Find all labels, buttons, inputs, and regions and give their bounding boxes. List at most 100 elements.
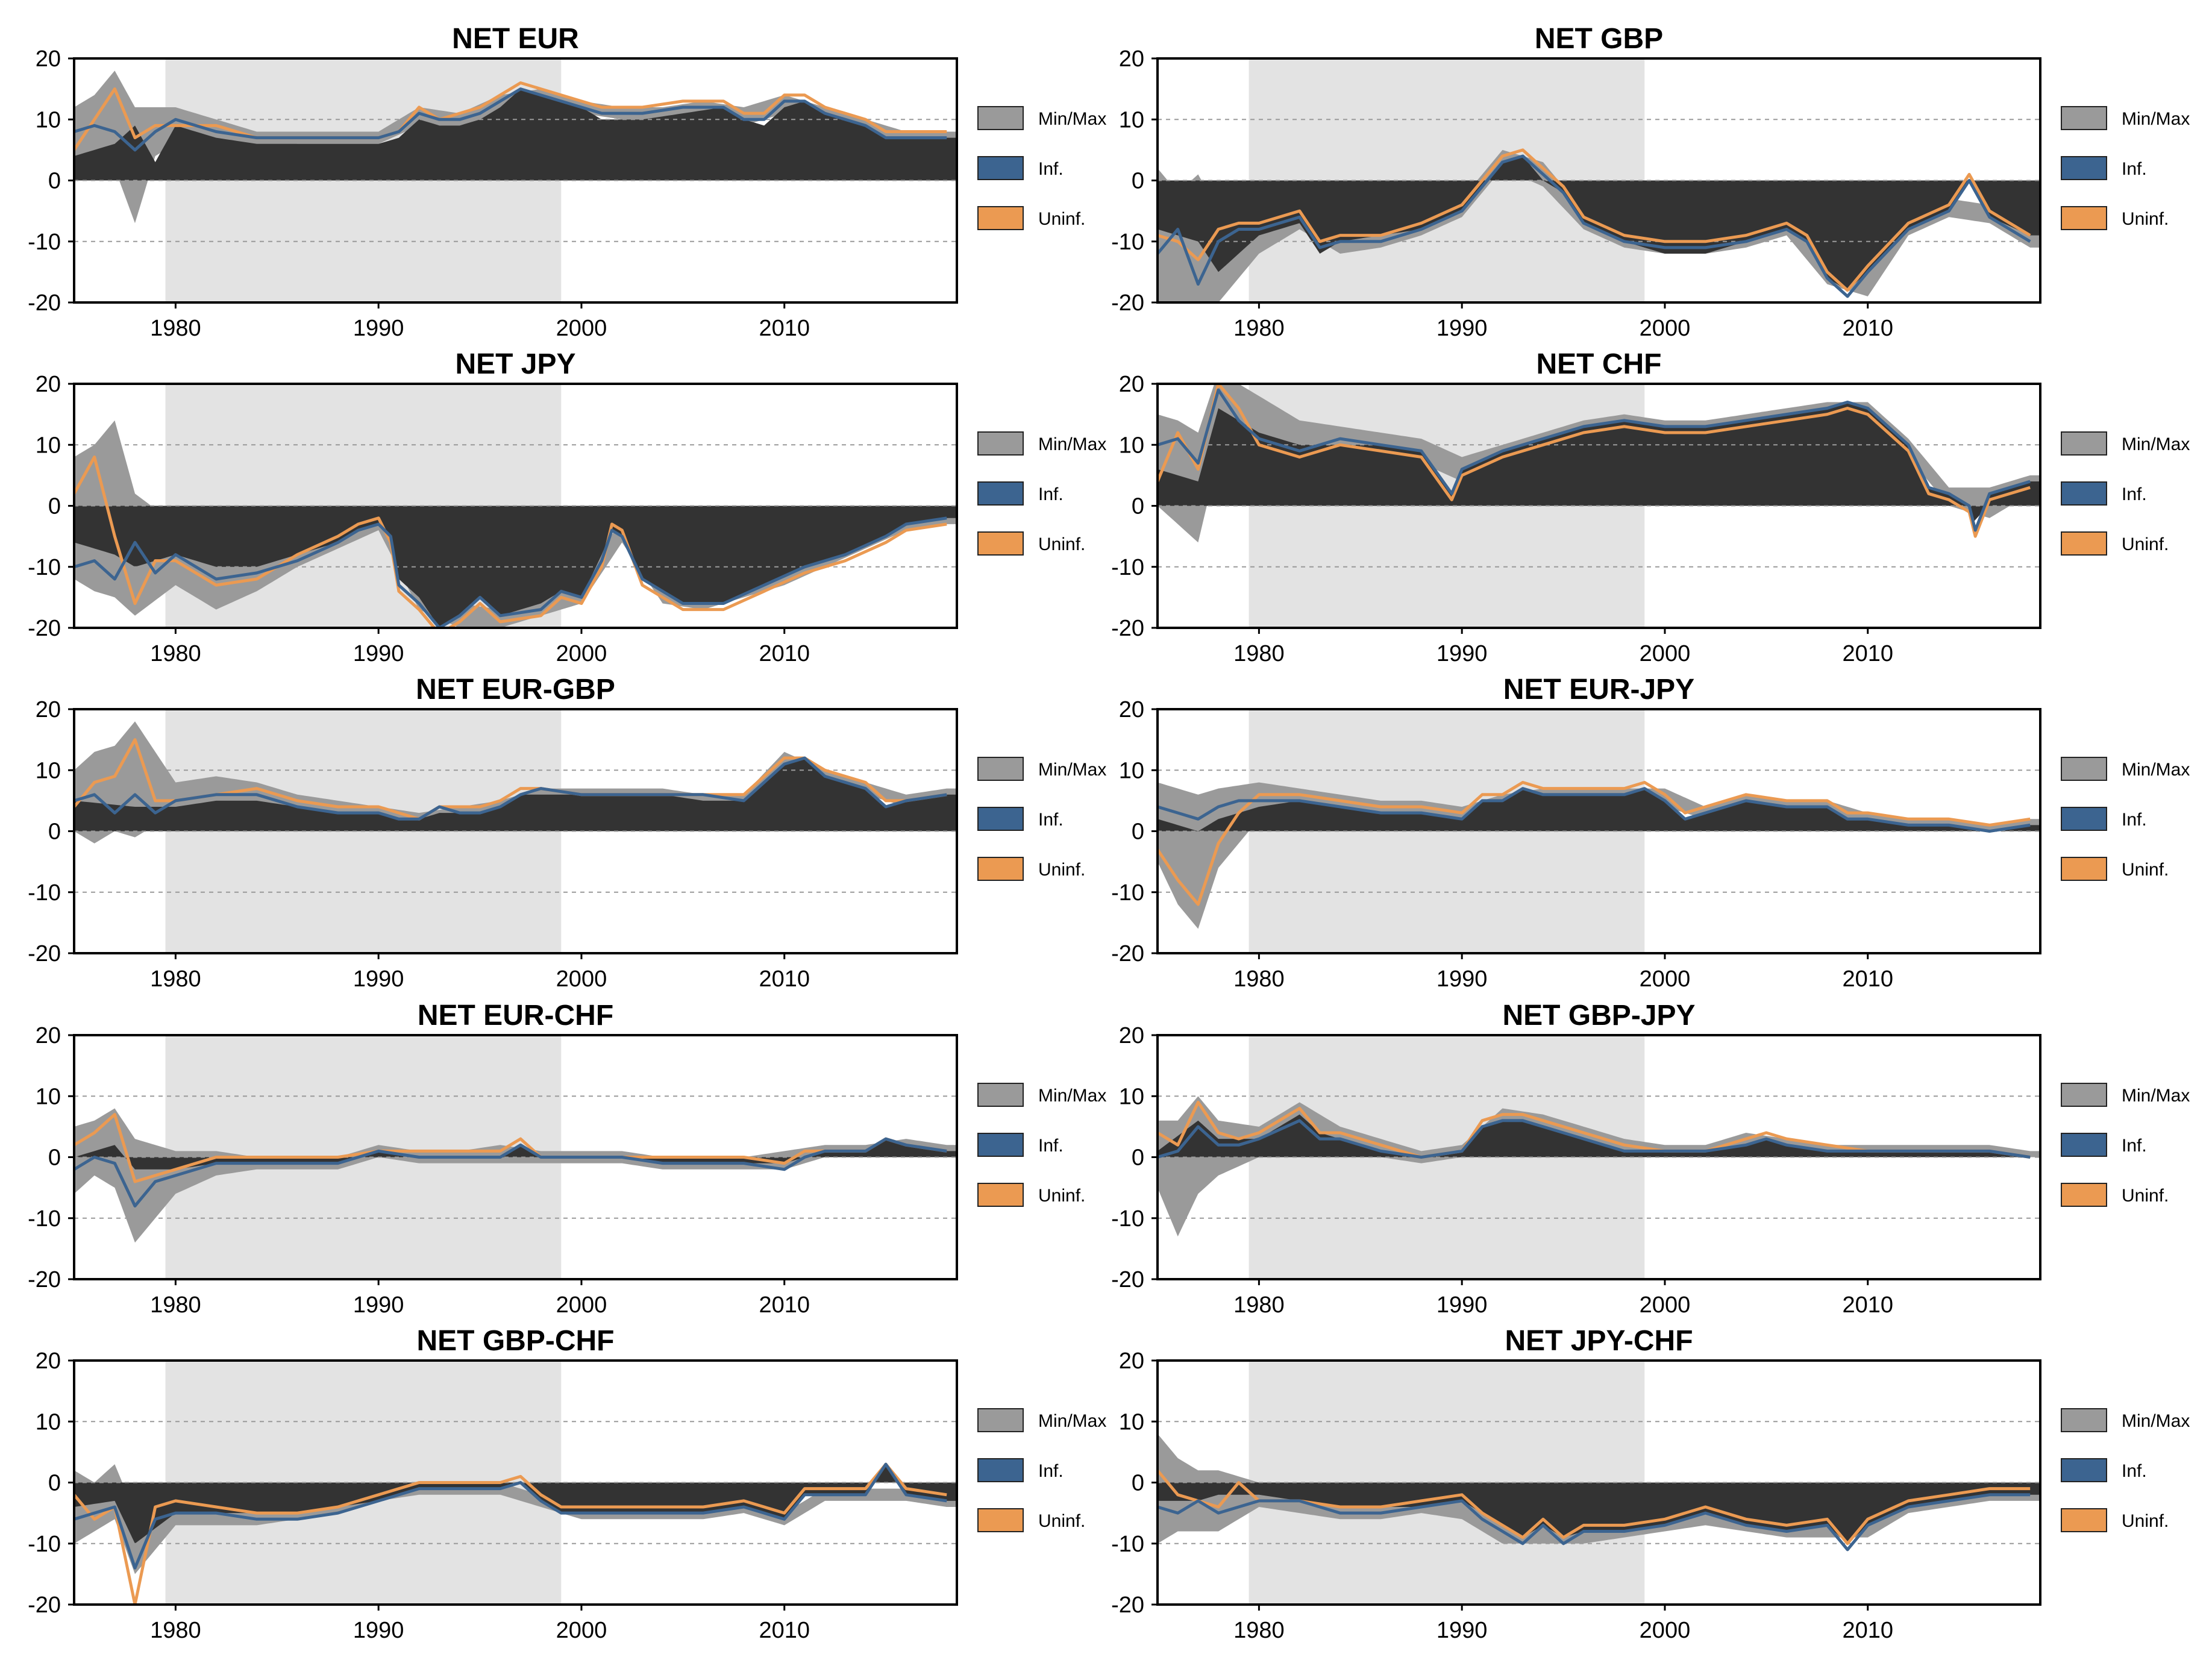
chf-legend-key-minmax — [2061, 431, 2107, 456]
eurgbp-legend-key-minmax — [977, 757, 1024, 781]
gbpjpy-inf-line — [1158, 1119, 2031, 1159]
eurgbp-ytick-label: 10 — [36, 758, 61, 783]
chf-xtick-label: 2010 — [1842, 641, 1893, 666]
gbp-legend-label: Min/Max — [2122, 109, 2190, 129]
chf-ytick-label: -10 — [1111, 555, 1144, 580]
gbpjpy-legend-key-uninf — [2061, 1183, 2107, 1207]
eurchf-xtick-label: 1990 — [353, 1292, 404, 1318]
gbpchf-xtick-label: 1990 — [353, 1618, 404, 1643]
gbpchf-legend-label: Uninf. — [1038, 1511, 1085, 1531]
eur-xtick-label: 1990 — [353, 316, 404, 341]
eurjpy-legend-label: Min/Max — [2122, 760, 2190, 780]
jpychf-xtick-label: 2000 — [1640, 1618, 1691, 1643]
jpy-legend-key-uninf — [977, 531, 1024, 556]
chf-plot-area — [1158, 384, 2040, 628]
eurjpy-legend-label: Uninf. — [2122, 860, 2169, 880]
eur-ytick-label: 10 — [36, 107, 61, 133]
gbpjpy-net-area — [1158, 1114, 2040, 1157]
gbpjpy-xtick-label: 1990 — [1437, 1292, 1488, 1318]
gbpjpy-title: NET GBP-JPY — [1502, 1000, 1695, 1032]
chf-ytick-label: 0 — [1132, 494, 1144, 519]
eurchf-ytick-label: -20 — [28, 1267, 61, 1292]
eurchf-plot-area — [74, 1035, 957, 1279]
jpychf-plot-area — [1158, 1361, 2040, 1605]
eur-ytick-label: 0 — [48, 169, 61, 194]
jpy-uninf-line — [74, 456, 947, 628]
jpychf-ytick-label: -20 — [1111, 1593, 1144, 1618]
chf-legend-label: Min/Max — [2122, 434, 2190, 454]
eurgbp-legend-label: Min/Max — [1038, 760, 1106, 780]
gbp-ytick-label: 10 — [1119, 107, 1144, 133]
gbpjpy-ytick-label: 0 — [1132, 1145, 1144, 1171]
jpy-ytick-label: -10 — [28, 555, 61, 580]
eurchf-legend-key-inf — [977, 1133, 1024, 1157]
gbpjpy-plot-area — [1158, 1035, 2040, 1279]
jpychf-legend-label: Inf. — [2122, 1461, 2147, 1481]
eurjpy-ytick-label: -20 — [1111, 941, 1144, 966]
jpy-legend-key-minmax — [977, 431, 1024, 456]
jpychf-legend-key-minmax — [2061, 1408, 2107, 1432]
jpychf-legend-key-uninf — [2061, 1508, 2107, 1532]
eurchf-legend-label: Min/Max — [1038, 1086, 1106, 1106]
gbpchf-legend-key-uninf — [977, 1508, 1024, 1532]
gbpjpy-legend-label: Min/Max — [2122, 1086, 2190, 1106]
jpychf-legend-label: Min/Max — [2122, 1411, 2190, 1431]
jpychf-xtick-label: 1990 — [1437, 1618, 1488, 1643]
eurgbp-legend-label: Uninf. — [1038, 860, 1085, 880]
gbpjpy-xtick-label: 2010 — [1842, 1292, 1893, 1318]
eurchf-legend-key-minmax — [977, 1083, 1024, 1107]
gbp-xtick-label: 2010 — [1842, 316, 1893, 341]
gbp-ytick-label: 0 — [1132, 169, 1144, 194]
jpy-ytick-label: -20 — [28, 616, 61, 641]
gbp-legend-label: Uninf. — [2122, 209, 2169, 229]
gbpchf-plot-area — [74, 1361, 957, 1605]
eur-legend-key-uninf — [977, 206, 1024, 230]
jpychf-xtick-label: 1980 — [1233, 1618, 1285, 1643]
eur-legend-label: Inf. — [1038, 159, 1064, 179]
gbp-xtick-label: 2000 — [1640, 316, 1691, 341]
jpy-plot-area — [74, 384, 957, 628]
jpychf-ytick-label: 20 — [1119, 1348, 1144, 1374]
eurchf-xtick-label: 2010 — [759, 1292, 810, 1318]
eurchf-ytick-label: 10 — [36, 1084, 61, 1109]
chf-ytick-label: 20 — [1119, 372, 1144, 397]
eurgbp-inf-line — [74, 756, 947, 821]
gbp-plot-area — [1158, 58, 2040, 302]
eurchf-title: NET EUR-CHF — [418, 1000, 613, 1032]
gbpjpy-legend-label: Inf. — [2122, 1136, 2147, 1156]
eurjpy-legend-key-uninf — [2061, 857, 2107, 881]
eurgbp-xtick-label: 1990 — [353, 966, 404, 992]
jpychf-net-area — [1158, 1482, 2040, 1544]
gbp-xtick-label: 1980 — [1233, 316, 1285, 341]
eurgbp-ytick-label: -10 — [28, 880, 61, 906]
eurjpy-title: NET EUR-JPY — [1503, 674, 1694, 706]
eur-plot-area — [74, 58, 957, 302]
eurgbp-xtick-label: 2000 — [556, 966, 607, 992]
jpy-ytick-label: 20 — [36, 372, 61, 397]
eurjpy-xtick-label: 1990 — [1437, 966, 1488, 992]
eur-net-area — [74, 89, 957, 181]
eurchf-ytick-label: 20 — [36, 1023, 61, 1048]
gbpjpy-legend-key-minmax — [2061, 1083, 2107, 1107]
chf-uninf-line — [1158, 384, 2031, 538]
eurchf-legend-label: Uninf. — [1038, 1186, 1085, 1206]
eur-legend-key-minmax — [977, 106, 1024, 130]
chf-xtick-label: 1980 — [1233, 641, 1285, 666]
eurjpy-ytick-label: 10 — [1119, 758, 1144, 783]
gbpchf-ytick-label: -20 — [28, 1593, 61, 1618]
eurjpy-xtick-label: 1980 — [1233, 966, 1285, 992]
eurchf-ytick-label: 0 — [48, 1145, 61, 1171]
gbpchf-legend-key-inf — [977, 1458, 1024, 1482]
chf-net-area — [1158, 402, 2040, 521]
eurgbp-plot-area — [74, 709, 957, 953]
chf-title: NET CHF — [1537, 348, 1662, 380]
jpy-legend-label: Inf. — [1038, 484, 1064, 504]
gbp-ytick-label: 20 — [1119, 46, 1144, 72]
jpy-inf-line — [74, 516, 947, 628]
jpychf-legend-key-inf — [2061, 1458, 2107, 1482]
eurgbp-net-area — [74, 758, 957, 831]
